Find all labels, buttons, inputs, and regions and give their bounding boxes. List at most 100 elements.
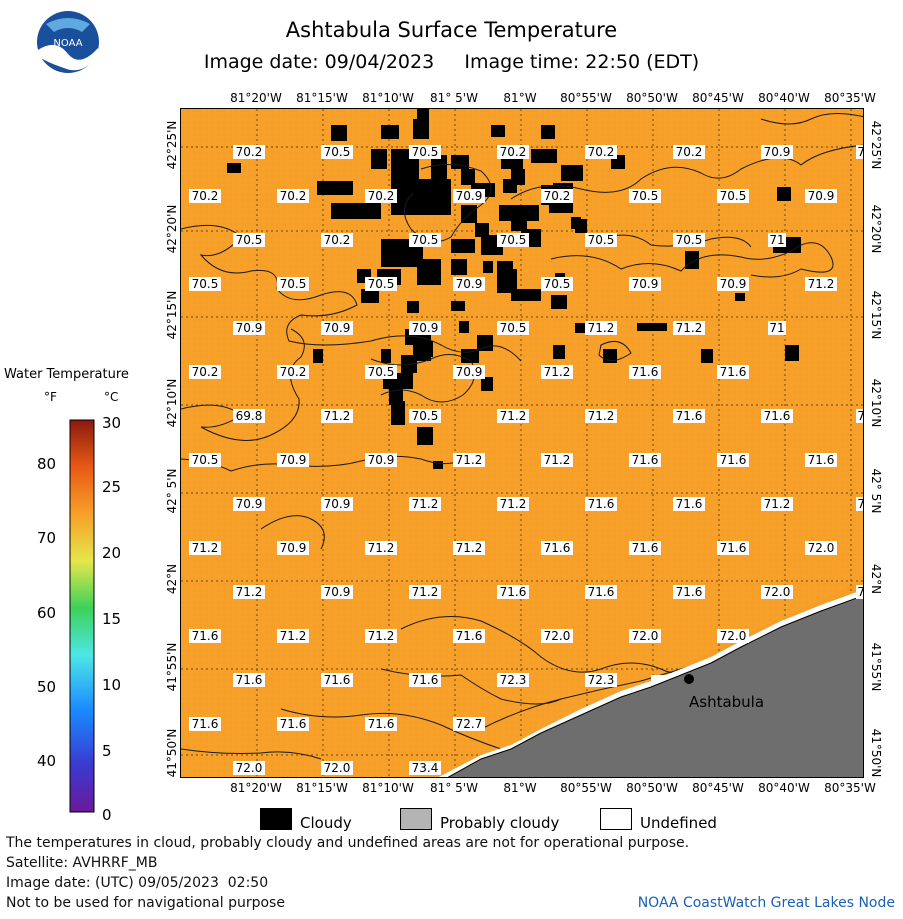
temperature-value-text: 71.6: [280, 717, 307, 731]
lon-label-bottom: 80°35'W: [824, 781, 876, 795]
cloud-patch: [413, 119, 429, 139]
temperature-value-bg: [453, 717, 485, 731]
footer-utc-date: Image date: (UTC) 09/05/2023 02:50: [6, 875, 269, 891]
temperature-value: 70.5: [585, 233, 617, 247]
cloud-patch: [451, 155, 469, 169]
temperature-value-bg: [673, 145, 705, 159]
key-undefined-label: Undefined: [640, 814, 717, 832]
temperature-value-text: 72.3: [500, 673, 527, 687]
footer-credit-link[interactable]: NOAA CoastWatch Great Lakes Node: [637, 895, 895, 911]
temperature-value-text: 72.0: [324, 761, 351, 775]
temperature-value-text: 72.0: [720, 629, 747, 643]
temperature-value-bg: [585, 321, 617, 335]
temperature-value-text: 70.9: [456, 277, 483, 291]
temperature-value-bg: [409, 585, 441, 599]
temperature-value: 70.2: [541, 189, 573, 203]
temperature-value-bg: [233, 497, 265, 511]
temperature-value-bg: [856, 585, 863, 599]
temperature-value: 72.0: [717, 629, 749, 643]
temperature-value-text: 70.9: [764, 145, 791, 159]
temperature-value-text: 71.2: [500, 497, 527, 511]
temperature-value-bg: [453, 189, 485, 203]
temperature-value-text: 70.5: [192, 277, 219, 291]
temperature-value: 72.0: [541, 629, 573, 643]
lat-label-right: 42°25'N: [869, 120, 883, 170]
temperature-value-text: 72.3: [588, 673, 615, 687]
temperature-value: 71.2: [497, 409, 529, 423]
temperature-value: 70.9: [453, 277, 485, 291]
temperature-value: 70.9: [805, 189, 837, 203]
temperature-value-text: 71.6: [676, 497, 703, 511]
temperature-value-text: 71.2: [588, 321, 615, 335]
cloud-patch: [499, 205, 539, 221]
temperature-value-text: 71.6: [808, 453, 835, 467]
temperature-value-bg: [365, 541, 397, 555]
temperature-value-bg: [717, 629, 749, 643]
temperature-value-bg: [189, 453, 221, 467]
cloud-patch: [551, 295, 567, 309]
key-probably-cloudy-swatch: [400, 808, 432, 830]
cloud-patch: [331, 125, 347, 141]
temperature-value-text: 70: [857, 145, 864, 159]
temperature-value-bg: [277, 189, 309, 203]
noaa-logo-text: NOAA: [53, 38, 82, 49]
temperature-value-bg: [189, 541, 221, 555]
cloud-patch: [481, 377, 493, 391]
temperature-value-text: 70.9: [412, 321, 439, 335]
temperature-value-text: 70.9: [456, 189, 483, 203]
lat-label-left: 42° 5'N: [165, 468, 179, 514]
temperature-value-bg: [365, 365, 397, 379]
temperature-value-bg: [321, 409, 353, 423]
temperature-value-bg: [497, 321, 529, 335]
temperature-value-bg: [189, 189, 221, 203]
temperature-value: 69.8: [233, 409, 265, 423]
temperature-value: 70.2: [497, 145, 529, 159]
temperature-value: 71.6: [585, 497, 617, 511]
lon-label-top: 80°50'W: [626, 91, 678, 105]
cloud-patch: [701, 349, 713, 363]
temperature-value: 71: [768, 233, 786, 247]
temperature-value: 72.7: [453, 717, 485, 731]
temperature-value: 70.5: [717, 189, 749, 203]
temperature-value-bg: [233, 409, 265, 423]
temperature-value-text: 71.6: [720, 541, 747, 555]
temperature-value-text: 70.2: [236, 145, 263, 159]
temperature-value-bg: [365, 277, 397, 291]
temperature-value: 70.9: [321, 585, 353, 599]
cloud-patch: [735, 293, 745, 301]
lon-label-top: 80°45'W: [692, 91, 744, 105]
temperature-value-text: 71.6: [368, 717, 395, 731]
temperature-value: 72: [856, 585, 863, 599]
temperature-value-text: 71.6: [632, 541, 659, 555]
lon-label-top: 81°W: [503, 91, 537, 105]
temperature-value-bg: [629, 629, 661, 643]
temperature-value-bg: [541, 453, 573, 467]
temperature-value-text: 71: [769, 233, 784, 247]
cloud-patch: [451, 301, 465, 311]
temperature-value-bg: [409, 321, 441, 335]
temperature-value: 71.2: [541, 365, 573, 379]
temperature-value-text: 70.2: [280, 189, 307, 203]
temperature-value-text: 70.9: [280, 453, 307, 467]
lon-label-top: 81°15'W: [296, 91, 348, 105]
temperature-value: 70.5: [365, 365, 397, 379]
temperature-value-bg: [497, 673, 529, 687]
lon-label-bottom: 81°W: [503, 781, 537, 795]
cloud-patch: [227, 163, 241, 173]
temperature-value-bg: [365, 717, 397, 731]
temperature-value: 71.2: [189, 541, 221, 555]
lat-label-left: 42°N: [165, 563, 179, 595]
temperature-value: 71.6: [717, 365, 749, 379]
temperature-value: 71.2: [805, 277, 837, 291]
temperature-value: 70.5: [233, 233, 265, 247]
lat-label-right: 42°20'N: [869, 204, 883, 254]
celsius-tick: 25: [102, 478, 122, 496]
temperature-value-text: 71.6: [324, 673, 351, 687]
fahrenheit-tick: 50: [37, 678, 57, 696]
temperature-value-bg: [497, 497, 529, 511]
temperature-value-text: 71.2: [500, 409, 527, 423]
cloud-patch: [475, 223, 489, 237]
land-area: [448, 595, 863, 777]
key-probably-cloudy-label: Probably cloudy: [440, 814, 560, 832]
temperature-value: 71.6: [673, 585, 705, 599]
